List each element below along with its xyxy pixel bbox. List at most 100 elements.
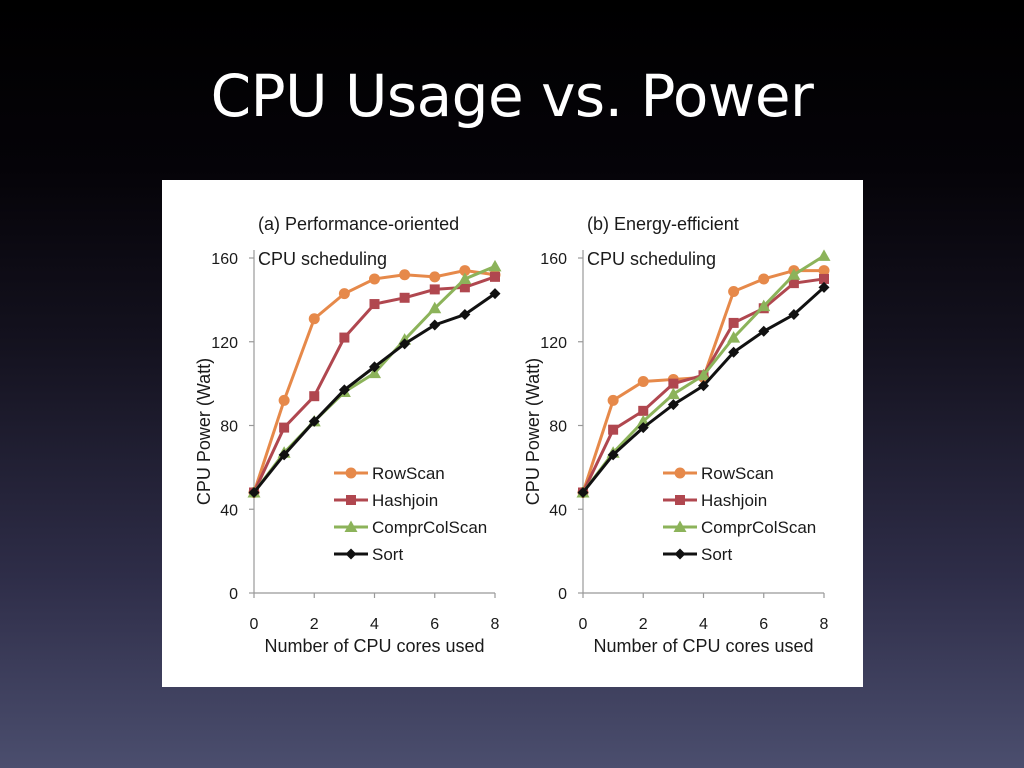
data-point-sort bbox=[489, 288, 501, 300]
data-point-rowscan bbox=[399, 269, 411, 281]
chart-figure: 0 40 80 120 160 0 2 4 6 8 (a) Performance-oriented… bbox=[162, 180, 863, 687]
data-point-rowscan bbox=[338, 288, 350, 300]
y-tick-label: 40 bbox=[549, 502, 567, 519]
legend-label: Hashjoin bbox=[701, 491, 767, 510]
legend-marker bbox=[345, 548, 357, 560]
legend-marker bbox=[674, 548, 686, 560]
y-tick-label: 0 bbox=[229, 586, 238, 603]
y-axis-label: CPU Power (Watt) bbox=[523, 358, 543, 505]
y-tick-label: 80 bbox=[220, 419, 238, 436]
data-point-hashjoin bbox=[490, 271, 500, 282]
data-point-hashjoin bbox=[819, 273, 829, 284]
x-tick-label: 0 bbox=[250, 616, 259, 633]
data-point-rowscan bbox=[369, 273, 380, 285]
data-point-hashjoin bbox=[339, 332, 350, 343]
x-axis-label: Number of CPU cores used bbox=[593, 636, 813, 656]
data-point-sort bbox=[338, 384, 350, 396]
data-point-hashjoin bbox=[668, 378, 679, 389]
data-point-rowscan bbox=[429, 271, 441, 283]
data-point-hashjoin bbox=[309, 391, 320, 402]
x-tick-label: 6 bbox=[759, 616, 768, 633]
legend-marker bbox=[344, 520, 358, 532]
data-point-hashjoin bbox=[788, 278, 799, 289]
data-point-comprcolscan bbox=[666, 387, 680, 400]
y-tick-label: 80 bbox=[549, 419, 567, 436]
chart-subtitle: CPU scheduling bbox=[258, 249, 387, 269]
data-point-rowscan bbox=[728, 286, 740, 297]
data-point-comprcolscan bbox=[817, 249, 831, 261]
data-point-sort bbox=[788, 309, 800, 321]
chart-panel-a: 0 40 80 120 160 0 2 4 6 8 (a) Performance-oriented… bbox=[194, 214, 502, 656]
data-point-sort bbox=[248, 487, 260, 498]
data-point-sort bbox=[577, 487, 589, 498]
y-axis-label: CPU Power (Watt) bbox=[194, 358, 214, 505]
data-point-sort bbox=[607, 449, 619, 461]
data-point-rowscan bbox=[818, 265, 830, 277]
data-point-comprcolscan bbox=[458, 272, 472, 284]
data-point-comprcolscan bbox=[488, 259, 502, 272]
data-point-hashjoin bbox=[638, 405, 649, 416]
data-point-hashjoin bbox=[399, 292, 410, 303]
data-point-comprcolscan bbox=[368, 366, 381, 379]
data-point-hashjoin bbox=[279, 422, 290, 433]
x-tick-label: 0 bbox=[579, 616, 588, 633]
legend-label: RowScan bbox=[701, 464, 774, 483]
data-point-rowscan bbox=[637, 376, 649, 388]
y-tick-label: 40 bbox=[220, 502, 238, 519]
legend-marker bbox=[345, 467, 357, 479]
chart-subtitle: CPU scheduling bbox=[587, 249, 716, 269]
data-point-hashjoin bbox=[459, 282, 470, 293]
x-axis-label: Number of CPU cores used bbox=[264, 636, 484, 656]
data-point-comprcolscan bbox=[697, 368, 710, 381]
data-point-rowscan bbox=[278, 394, 290, 406]
chart-title: (a) Performance-oriented bbox=[258, 214, 459, 234]
data-point-rowscan bbox=[607, 394, 619, 406]
legend-label: Sort bbox=[372, 545, 403, 564]
data-point-sort bbox=[429, 319, 441, 331]
data-point-rowscan bbox=[758, 273, 770, 285]
data-point-comprcolscan bbox=[787, 268, 801, 280]
legend-label: RowScan bbox=[372, 464, 445, 483]
legend-marker bbox=[673, 520, 687, 532]
data-point-sort bbox=[667, 399, 679, 411]
data-point-sort bbox=[459, 309, 471, 321]
x-tick-label: 4 bbox=[370, 616, 379, 633]
data-point-rowscan bbox=[459, 265, 471, 277]
data-point-sort bbox=[278, 449, 290, 461]
y-tick-label: 120 bbox=[540, 335, 567, 352]
chart-title: (b) Energy-efficient bbox=[587, 214, 739, 234]
data-point-sort bbox=[399, 338, 411, 350]
data-point-rowscan bbox=[308, 313, 320, 325]
legend-label: ComprColScan bbox=[372, 518, 487, 537]
y-tick-label: 160 bbox=[211, 251, 238, 268]
data-point-sort bbox=[369, 361, 380, 373]
data-point-comprcolscan bbox=[727, 331, 741, 343]
data-point-sort bbox=[818, 281, 830, 293]
x-tick-label: 8 bbox=[820, 616, 829, 633]
y-tick-label: 120 bbox=[211, 335, 238, 352]
data-point-hashjoin bbox=[728, 317, 739, 328]
legend-marker bbox=[674, 467, 686, 479]
x-tick-label: 2 bbox=[310, 616, 319, 633]
data-point-sort bbox=[308, 415, 320, 427]
y-tick-label: 160 bbox=[540, 251, 567, 268]
data-point-sort bbox=[698, 380, 709, 392]
chart-panel-b: 0 40 80 120 160 0 2 4 6 8 (b) Energy-efficient CPU … bbox=[523, 214, 831, 656]
series-line-sort bbox=[252, 292, 496, 494]
legend-label: Sort bbox=[701, 545, 732, 564]
data-point-sort bbox=[637, 422, 649, 434]
data-point-hashjoin bbox=[369, 299, 380, 310]
x-tick-label: 2 bbox=[639, 616, 648, 633]
legend-label: ComprColScan bbox=[701, 518, 816, 537]
x-tick-label: 4 bbox=[699, 616, 708, 633]
legend-marker bbox=[346, 495, 356, 505]
x-tick-label: 6 bbox=[430, 616, 439, 633]
data-point-comprcolscan bbox=[757, 299, 771, 312]
legend-label: Hashjoin bbox=[372, 491, 438, 510]
data-point-hashjoin bbox=[608, 424, 619, 435]
y-tick-label: 0 bbox=[558, 586, 567, 603]
data-point-sort bbox=[758, 325, 770, 337]
x-tick-label: 8 bbox=[491, 616, 500, 633]
legend-marker bbox=[675, 495, 685, 505]
